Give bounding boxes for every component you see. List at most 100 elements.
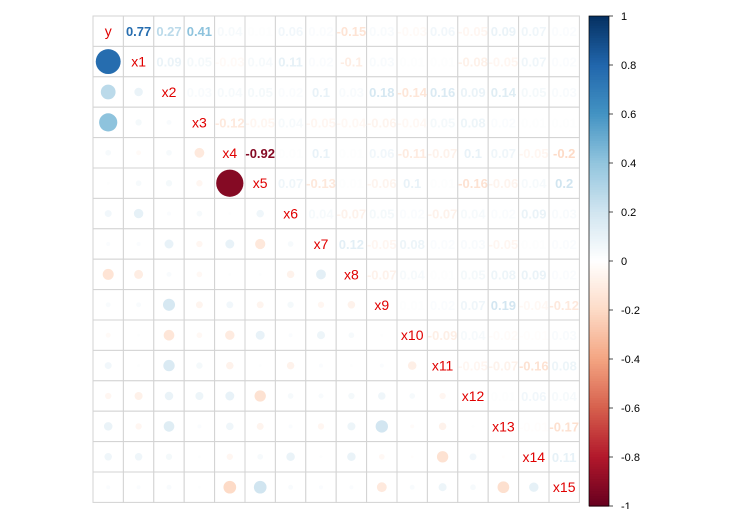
grid-cell [457,319,489,351]
grid-cell [274,45,307,78]
colorbar-segment [589,359,609,363]
colorbar-segment [589,283,609,287]
colorbar-segment [589,50,609,54]
colorbar-segment [589,180,609,184]
corr-value: 0.05 [460,267,485,282]
corr-value: 0.01 [430,267,455,282]
colorbar-segment [589,248,609,252]
colorbar-segment [589,474,609,478]
corr-value: -0.03 [215,55,245,70]
corr-value: -0.05 [458,359,488,374]
diagonal-label: x11 [432,358,454,374]
corr-value: -0.02 [489,328,519,343]
grid-cell [214,76,246,108]
corr-value: 0.04 [521,176,547,191]
colorbar-segment [589,265,609,269]
colorbar-tick-label: 0.4 [621,158,636,170]
colorbar-tick-label: 0 [621,256,627,268]
grid-cell [335,167,368,199]
corr-circle [378,453,385,460]
colorbar-segment [589,216,609,220]
corr-circle [104,362,112,370]
colorbar-segment [589,94,609,98]
corr-value: -0.12 [549,298,579,313]
grid-cell [426,197,459,230]
corr-circle [349,364,353,368]
corr-circle [380,333,384,337]
grid-cell [548,349,580,382]
corr-value: -0.14 [397,85,427,100]
colorbar-segment [589,444,609,448]
colorbar-segment [589,368,609,372]
colorbar-segment [589,488,609,492]
colorbar-segment [589,371,609,375]
corr-value: 0.04 [460,328,486,343]
corr-value: 0.03 [369,24,394,39]
grid-cell [183,76,216,108]
colorbar-segment [589,47,609,51]
corr-circle [316,269,326,280]
corr-circle [287,301,294,308]
corr-circle [105,302,111,308]
grid-cell [92,15,124,47]
corr-circle [136,241,141,247]
colorbar-segment [589,89,609,93]
colorbar-segment [589,466,609,470]
corr-circle [165,453,173,460]
colorbar-segment [589,82,609,86]
colorbar-tick-label: -0.6 [621,403,640,415]
colorbar-segment [589,35,609,39]
colorbar-segment [589,334,609,338]
corr-value: 0.02 [308,24,333,39]
diagonal-label: y [105,23,112,39]
grid-cell [183,45,216,78]
colorbar-segment [589,280,609,284]
colorbar-segment [589,158,609,162]
colorbar-segment [589,202,609,206]
corr-value: -0.2 [553,146,575,161]
grid-cell [366,15,398,47]
corr-value: 0.03 [369,55,394,70]
grid-cell [153,349,185,382]
grid-cell [518,76,550,108]
grid-cell [305,197,337,230]
corr-value: 0.02 [430,298,455,313]
corr-circle [104,453,112,461]
corr-circle [99,113,118,132]
corr-value: 0.01 [430,55,455,70]
corr-value: 0.04 [217,24,243,39]
colorbar-segment [589,55,609,59]
corr-circle [166,119,172,125]
grid-cell [487,197,520,230]
colorbar-segment [589,412,609,416]
colorbar-segment [589,327,609,331]
corr-value: 0.05 [187,55,212,70]
corr-value: 0.01 [339,146,364,161]
colorbar-segment [589,194,609,198]
corr-value: 0.01 [339,176,364,191]
colorbar-segment [589,145,609,149]
grid-cell [548,167,580,199]
corr-circle [318,485,324,490]
colorbar-segment [589,77,609,81]
corr-circle [166,211,172,216]
corr-circle [288,484,294,490]
diagonal-label: x2 [162,84,177,100]
corr-value: 0.04 [552,389,578,404]
grid-cell [548,471,580,503]
grid-cell [244,15,276,47]
corr-value: 0.04 [217,85,243,100]
corr-value: -0.92 [245,146,275,161]
colorbar-segment [589,427,609,431]
corr-value: 0.16 [430,85,455,100]
colorbar-segment [589,481,609,485]
corr-circle [255,238,266,250]
grid-cell [305,137,337,169]
corr-value: 0.06 [369,146,394,161]
corr-value: 0.12 [339,237,364,252]
colorbar-segment [589,454,609,458]
diagonal-label: x14 [523,449,546,465]
colorbar-segment [589,305,609,309]
colorbar-segment [589,116,609,120]
colorbar-segment [589,469,609,473]
